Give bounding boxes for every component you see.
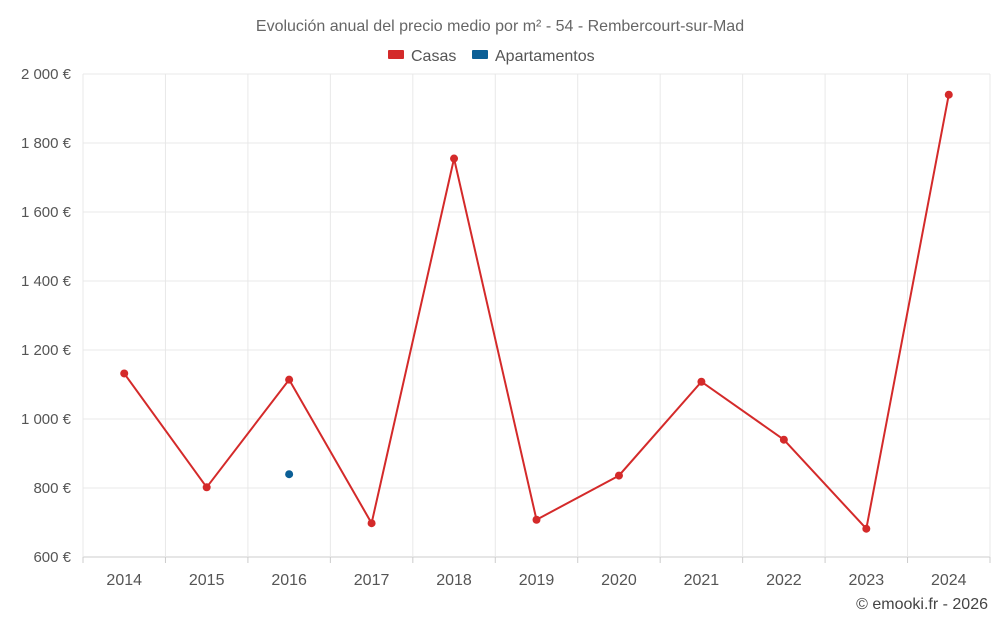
- legend-swatch-apartamentos[interactable]: [472, 50, 488, 59]
- y-tick-label-1000: 1 000 €: [21, 411, 72, 428]
- x-tick-label-2018: 2018: [436, 572, 472, 589]
- data-point-casas-2024[interactable]: [944, 90, 953, 99]
- data-point-casas-2023[interactable]: [862, 524, 871, 533]
- credit-text: © emooki.fr - 2026: [856, 596, 988, 613]
- x-tick-label-2022: 2022: [766, 572, 802, 589]
- x-tick-label-2017: 2017: [354, 572, 390, 589]
- data-point-casas-2015[interactable]: [202, 483, 211, 492]
- y-tick-label-1400: 1 400 €: [21, 273, 72, 290]
- y-tick-label-1200: 1 200 €: [21, 342, 72, 359]
- y-tick-label-800: 800 €: [33, 480, 71, 497]
- y-axis-ticks: 600 € 800 € 1 000 € 1 200 € 1 400 € 1 600 € 1 …: [21, 66, 72, 566]
- data-point-casas-2020[interactable]: [614, 471, 623, 480]
- x-tick-label-2014: 2014: [106, 572, 142, 589]
- data-point-casas-2021[interactable]: [697, 377, 706, 386]
- x-tick-label-2016: 2016: [271, 572, 307, 589]
- chart-title: Evolución anual del precio medio por m² …: [256, 18, 744, 35]
- data-point-casas-2014[interactable]: [120, 369, 129, 378]
- x-tick-label-2019: 2019: [519, 572, 555, 589]
- legend-swatch-casas[interactable]: [388, 50, 404, 59]
- data-point-apartamentos-2016[interactable]: [285, 470, 294, 479]
- data-point-casas-2019[interactable]: [532, 515, 541, 524]
- x-tick-label-2023: 2023: [849, 572, 885, 589]
- x-tick-label-2021: 2021: [684, 572, 720, 589]
- x-tick-label-2015: 2015: [189, 572, 225, 589]
- x-axis-ticks: 2014 2015 2016 2017 2018 2019 2020 2021 2022 2023…: [82, 557, 991, 589]
- legend-label-apartamentos[interactable]: Apartamentos: [495, 48, 595, 65]
- y-tick-label-2000: 2 000 €: [21, 66, 72, 83]
- legend-label-casas[interactable]: Casas: [411, 48, 456, 65]
- series-layer: [120, 90, 953, 533]
- legend: Casas Apartamentos: [388, 48, 595, 65]
- y-tick-label-1800: 1 800 €: [21, 135, 72, 152]
- data-point-casas-2016[interactable]: [285, 375, 294, 384]
- x-tick-label-2024: 2024: [931, 572, 967, 589]
- x-tick-label-2020: 2020: [601, 572, 637, 589]
- data-point-casas-2017[interactable]: [367, 519, 376, 528]
- data-point-casas-2022[interactable]: [779, 435, 788, 444]
- y-tick-label-1600: 1 600 €: [21, 204, 72, 221]
- grid: [82, 73, 991, 558]
- y-tick-label-600: 600 €: [33, 549, 71, 566]
- data-point-casas-2018[interactable]: [450, 154, 459, 163]
